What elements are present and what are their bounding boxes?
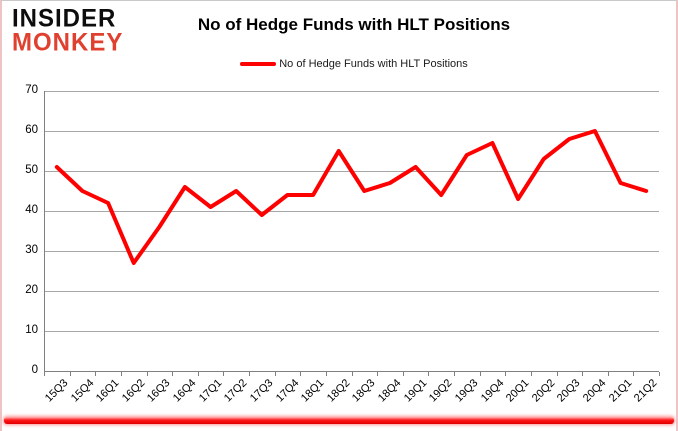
x-axis-tick [223, 372, 225, 376]
x-axis-tick-label: 19Q2 [427, 377, 455, 405]
x-axis-tick [530, 372, 532, 376]
legend: No of Hedge Funds with HLT Positions [32, 58, 676, 70]
series-line-hlt [54, 129, 649, 265]
x-axis-tick [300, 372, 302, 376]
x-axis-tick [249, 372, 250, 376]
x-axis-tick-label: 16Q1 [94, 377, 122, 405]
x-axis-tick-label: 20Q2 [529, 377, 558, 405]
x-axis-tick-label: 20Q4 [580, 377, 609, 405]
x-axis-tick [659, 372, 660, 376]
x-axis-tick-label: 16Q4 [170, 377, 199, 405]
x-axis-tick-label: 18Q1 [299, 377, 327, 405]
x-axis-tick [351, 372, 353, 376]
x-axis-tick-label: 17Q2 [222, 377, 250, 405]
x-axis-tick [633, 372, 635, 376]
x-axis-tick [95, 372, 97, 376]
x-axis-tick [44, 372, 45, 376]
x-axis-tick [454, 372, 455, 376]
chart-title: No of Hedge Funds with HLT Positions [197, 15, 511, 34]
x-axis-tick-label: 18Q3 [350, 377, 378, 405]
gridline [44, 290, 659, 292]
y-axis-tick-label: 60 [25, 124, 38, 136]
x-axis-tick-label: 17Q3 [247, 377, 276, 405]
y-axis-tick-label: 0 [31, 364, 38, 376]
x-axis-tick-label: 16Q2 [119, 377, 148, 405]
x-axis-tick-label: 15Q3 [42, 377, 71, 405]
y-axis-tick-label: 30 [25, 244, 38, 256]
gridline [44, 170, 659, 172]
bottom-red-bar [4, 417, 674, 424]
y-axis-tick-label: 20 [25, 284, 38, 296]
x-axis-tick [146, 372, 148, 376]
y-axis-tick-label: 70 [25, 84, 38, 96]
x-axis-tick-label: 17Q1 [196, 377, 225, 405]
x-axis-tick-label: 19Q3 [452, 377, 481, 405]
x-axis-tick-label: 20Q3 [555, 377, 583, 405]
x-axis-tick [428, 372, 430, 376]
y-axis-tick-label: 10 [25, 324, 38, 336]
x-axis-tick [377, 372, 379, 376]
x-axis-tick-label: 16Q3 [145, 377, 173, 405]
x-axis-tick [607, 372, 609, 376]
x-axis-tick-label: 18Q2 [324, 377, 353, 405]
x-axis-tick-label: 20Q1 [504, 377, 532, 405]
gridline [44, 130, 659, 132]
x-axis-tick [556, 372, 558, 376]
gridline [44, 330, 659, 332]
insider-monkey-logo: INSIDER MONKEY [12, 4, 124, 57]
x-axis-tick [505, 372, 507, 376]
y-axis-tick-label: 40 [25, 204, 38, 216]
x-axis-tick-label: 17Q4 [273, 377, 301, 405]
x-axis-tick [197, 372, 199, 376]
x-axis-line [44, 371, 659, 372]
x-axis-tick [69, 372, 71, 376]
logo-text-insider: INSIDER [12, 4, 117, 33]
x-axis-tick-label: 21Q1 [606, 377, 635, 405]
gridline [44, 210, 659, 212]
x-axis-tick-label: 15Q4 [68, 377, 96, 405]
x-axis-tick [582, 372, 584, 376]
x-axis-tick [402, 372, 404, 376]
x-axis-tick [172, 372, 174, 376]
y-axis-line [44, 91, 45, 371]
x-axis-tick-label: 19Q4 [478, 377, 506, 405]
x-axis-tick [274, 372, 276, 376]
y-axis-tick-label: 50 [25, 164, 38, 176]
gridline [44, 90, 659, 92]
legend-label: No of Hedge Funds with HLT Positions [279, 58, 468, 70]
x-axis-tick-label: 18Q4 [375, 377, 404, 405]
gridline [44, 250, 659, 252]
x-axis-tick-label: 19Q1 [401, 377, 430, 405]
x-axis-tick-label: 21Q2 [632, 377, 660, 405]
legend-line-swatch [240, 62, 277, 66]
x-axis-tick [325, 372, 327, 376]
x-axis-tick [120, 372, 122, 376]
logo-text-monkey: MONKEY [12, 28, 124, 57]
x-axis-tick [479, 372, 481, 376]
